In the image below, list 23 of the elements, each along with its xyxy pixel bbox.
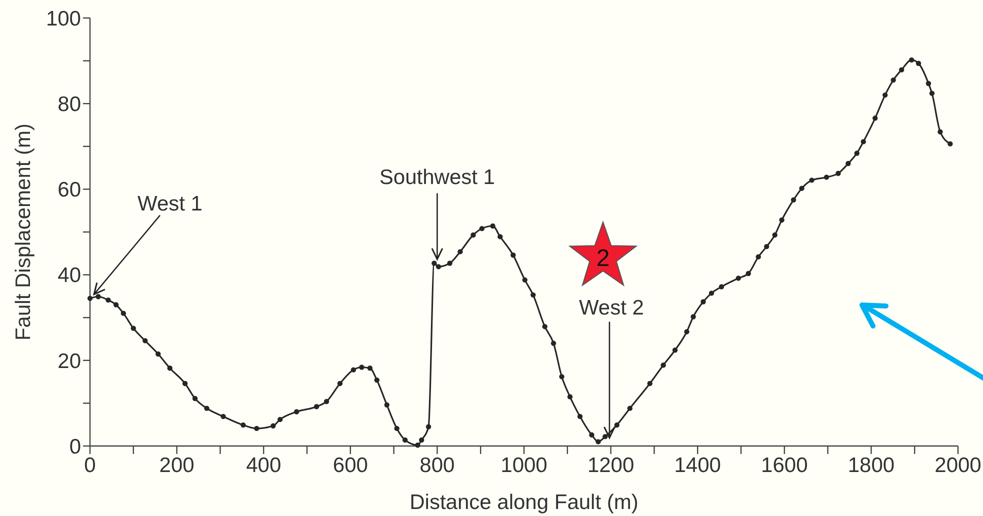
x-tick-label: 1000 [500,454,548,477]
x-tick-label: 800 [420,454,455,477]
y-tick-label: 40 [58,264,81,288]
x-tick-label: 0 [84,454,96,477]
y-tick-label: 20 [58,350,81,373]
x-tick-label: 600 [332,454,368,477]
y-tick-label: 80 [58,92,81,116]
x-tick-label: 200 [159,454,194,477]
y-tick-label: 0 [69,435,81,458]
x-tick-label: 2000 [934,454,982,477]
annotation: West 1 [138,192,202,216]
x-tick-label: 1600 [761,454,808,477]
x-axis-title: Distance along Fault (m) [410,491,638,514]
x-tick-label: 1400 [674,454,721,477]
y-tick-label: 100 [46,7,81,30]
annotation: 2 [596,245,610,272]
y-tick-label: 60 [58,178,81,202]
x-tick-label: 400 [246,454,282,477]
annotation: Southwest 1 [379,166,495,190]
x-tick-label: 1200 [587,454,634,477]
annotation: West 2 [578,296,644,320]
y-axis-title: Fault Displacement (m) [12,123,35,341]
x-tick-label: 1800 [848,454,895,477]
